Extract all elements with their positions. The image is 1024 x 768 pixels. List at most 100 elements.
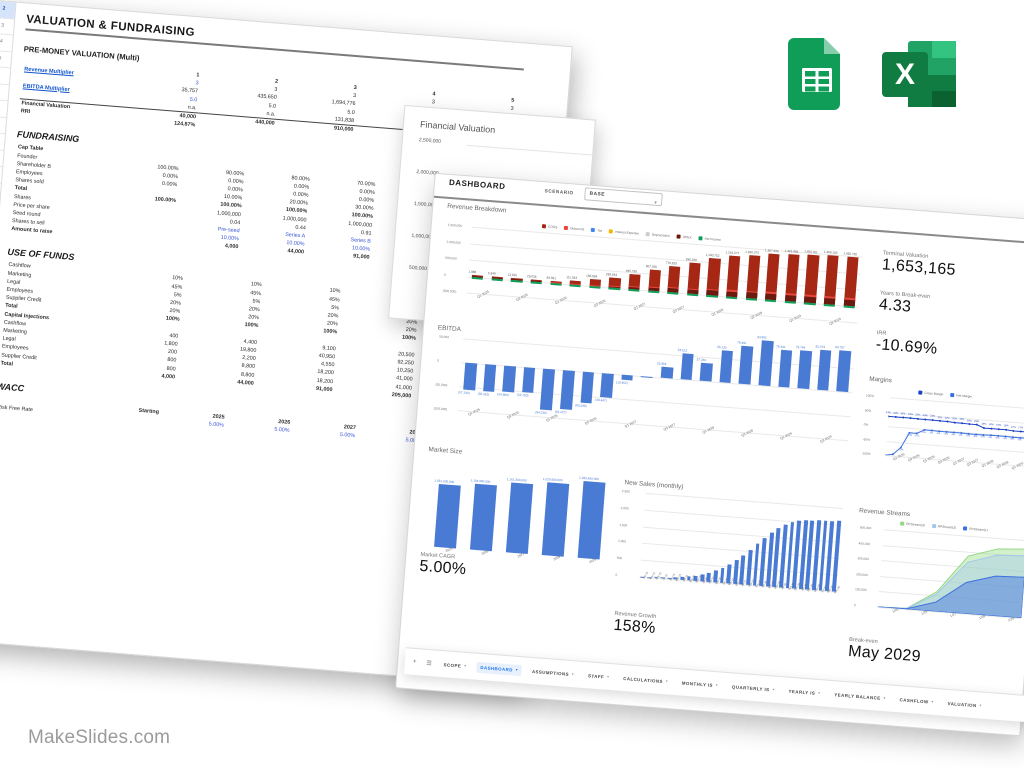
bar[interactable]	[469, 483, 498, 552]
bar[interactable]	[699, 362, 713, 382]
chevron-down-icon[interactable]: ▾	[665, 679, 669, 684]
bar-net-income[interactable]	[784, 300, 797, 305]
bar[interactable]	[667, 265, 681, 293]
bar[interactable]	[758, 340, 774, 387]
bar-net-income[interactable]	[647, 289, 660, 294]
sheet-tab-scope[interactable]: SCOPE ▾	[439, 658, 471, 671]
sheet-tab-calculations[interactable]: CALCULATIONS ▾	[619, 672, 673, 687]
bar[interactable]	[823, 255, 839, 305]
bar-net-income[interactable]	[823, 303, 836, 308]
bar[interactable]	[726, 255, 741, 297]
axis-tick-label: (50,000)	[435, 382, 448, 388]
dashboard-sheet[interactable]: DASHBOARD SCENARIO BASE ▾ Revenue Breakd…	[395, 172, 1024, 737]
bar[interactable]	[797, 350, 813, 390]
chevron-down-icon[interactable]: ▾	[464, 663, 467, 668]
chevron-down-icon[interactable]: ▾	[571, 672, 575, 677]
bar-net-income[interactable]	[569, 283, 582, 288]
bar[interactable]	[680, 353, 694, 381]
bar-net-income[interactable]	[628, 288, 640, 293]
bar[interactable]	[686, 262, 701, 294]
bar-net-income[interactable]	[745, 297, 757, 302]
sheet-tab-staff[interactable]: STAFF ▾	[584, 670, 614, 683]
sheet-tab-dashboard[interactable]: DASHBOARD ▾	[475, 661, 523, 676]
row-number[interactable]: 2	[0, 0, 16, 19]
point-value-label: 32%	[937, 415, 943, 420]
chevron-down-icon[interactable]: ▾	[606, 674, 610, 679]
bar-net-income[interactable]	[510, 279, 523, 284]
sheet-tab-yearly-balance[interactable]: YEARLY BALANCE ▾	[830, 688, 890, 704]
axis-tick-label: 100%	[865, 393, 875, 399]
bar-net-income[interactable]	[764, 298, 777, 303]
bar[interactable]	[540, 368, 556, 410]
bar[interactable]	[719, 350, 734, 384]
chart-margins[interactable]: Margins Gross Margin Net Margin 100% 50% 0%…	[861, 376, 1024, 493]
chevron-down-icon[interactable]: ▾	[979, 703, 982, 708]
bar-net-income[interactable]	[589, 285, 601, 290]
axis-tick-label: (500,000)	[442, 288, 457, 294]
bar[interactable]	[521, 367, 536, 394]
bar[interactable]	[660, 366, 674, 379]
bar[interactable]	[621, 374, 634, 381]
bar-net-income[interactable]	[491, 277, 503, 282]
scenario-select[interactable]: BASE ▾	[584, 187, 663, 207]
chevron-down-icon[interactable]: ▾	[515, 667, 519, 672]
bar[interactable]	[463, 362, 477, 391]
bar-net-income[interactable]	[471, 276, 484, 281]
bar[interactable]	[843, 256, 859, 306]
bar-net-income[interactable]	[686, 292, 699, 297]
bar[interactable]	[628, 273, 641, 290]
chevron-down-icon[interactable]: ▾	[931, 699, 934, 704]
page-title: VALUATION & FUNDRAISING	[25, 13, 526, 71]
chart-market-size[interactable]: Market Size 1,051,200,000 1,104,900,000 1,…	[419, 446, 618, 590]
bar-net-income[interactable]	[667, 291, 679, 296]
bar[interactable]	[706, 258, 721, 296]
bar-net-income[interactable]	[804, 301, 816, 306]
bar[interactable]	[580, 371, 595, 404]
point-value-label: 30%	[951, 417, 958, 421]
bar[interactable]	[738, 346, 754, 385]
sheet-tab-valuation[interactable]: VALUATION ▾	[943, 697, 986, 711]
bar[interactable]	[816, 350, 832, 391]
chevron-down-icon[interactable]: ▾	[883, 696, 886, 701]
chart-revenue-streams[interactable]: Revenue Streams RPStream(3) RPStream(2) RP…	[848, 507, 1024, 665]
bar-value-label: 607,356	[645, 264, 658, 270]
bar[interactable]	[804, 254, 820, 303]
sheet-tab-cashflow[interactable]: CASHFLOW ▾	[895, 693, 938, 707]
bar-net-income[interactable]	[549, 282, 562, 287]
bar[interactable]	[765, 253, 780, 300]
bar[interactable]	[505, 482, 534, 554]
sheet-tab-quarterly-is[interactable]: QUARTERLY IS ▾	[728, 681, 779, 696]
bar-value-label: 1,220,900,000	[542, 476, 563, 483]
bar[interactable]	[600, 373, 614, 398]
sheet-tab-yearly-is[interactable]: YEARLY IS ▾	[784, 685, 825, 699]
chevron-down-icon[interactable]: ▾	[772, 687, 775, 692]
all-sheets-icon[interactable]: ☰	[426, 660, 432, 667]
bar[interactable]	[482, 364, 497, 392]
chevron-down-icon[interactable]: ▾	[818, 691, 821, 696]
chart-new-sales[interactable]: New Sales (monthly) 2,500 2,000 1,500 1,000…	[613, 479, 846, 637]
bar[interactable]	[777, 350, 793, 388]
bar-net-income[interactable]	[725, 295, 738, 300]
bar-net-income[interactable]	[608, 286, 621, 291]
microsoft-excel-icon: X	[880, 39, 958, 109]
chart-ebitda[interactable]: EBITDA 50,000 0 (50,000) (100,000) (57,143)(…	[430, 324, 857, 464]
bar-net-income[interactable]	[706, 294, 718, 299]
bar-value-label: 1,104,900,000	[470, 478, 491, 484]
bar[interactable]	[577, 481, 606, 560]
axis-tick-label: 0	[853, 603, 856, 608]
bar[interactable]	[745, 254, 761, 299]
bar-net-income[interactable]	[530, 280, 542, 285]
sheet-tab-monthly-is[interactable]: MONTHLY IS ▾	[678, 677, 723, 691]
bar[interactable]	[433, 483, 461, 549]
bar[interactable]	[647, 269, 661, 291]
bar[interactable]	[784, 253, 800, 302]
bar[interactable]	[541, 481, 570, 557]
sheet-tab-assumptions[interactable]: ASSUMPTIONS ▾	[528, 665, 579, 680]
bar-net-income[interactable]	[843, 304, 855, 309]
bar[interactable]	[559, 370, 575, 410]
bar[interactable]	[502, 365, 516, 393]
chevron-down-icon[interactable]: ▾	[715, 683, 719, 688]
axis-tick-label: 0	[437, 358, 440, 363]
add-sheet-icon[interactable]: +	[412, 658, 417, 666]
bar[interactable]	[836, 350, 852, 393]
